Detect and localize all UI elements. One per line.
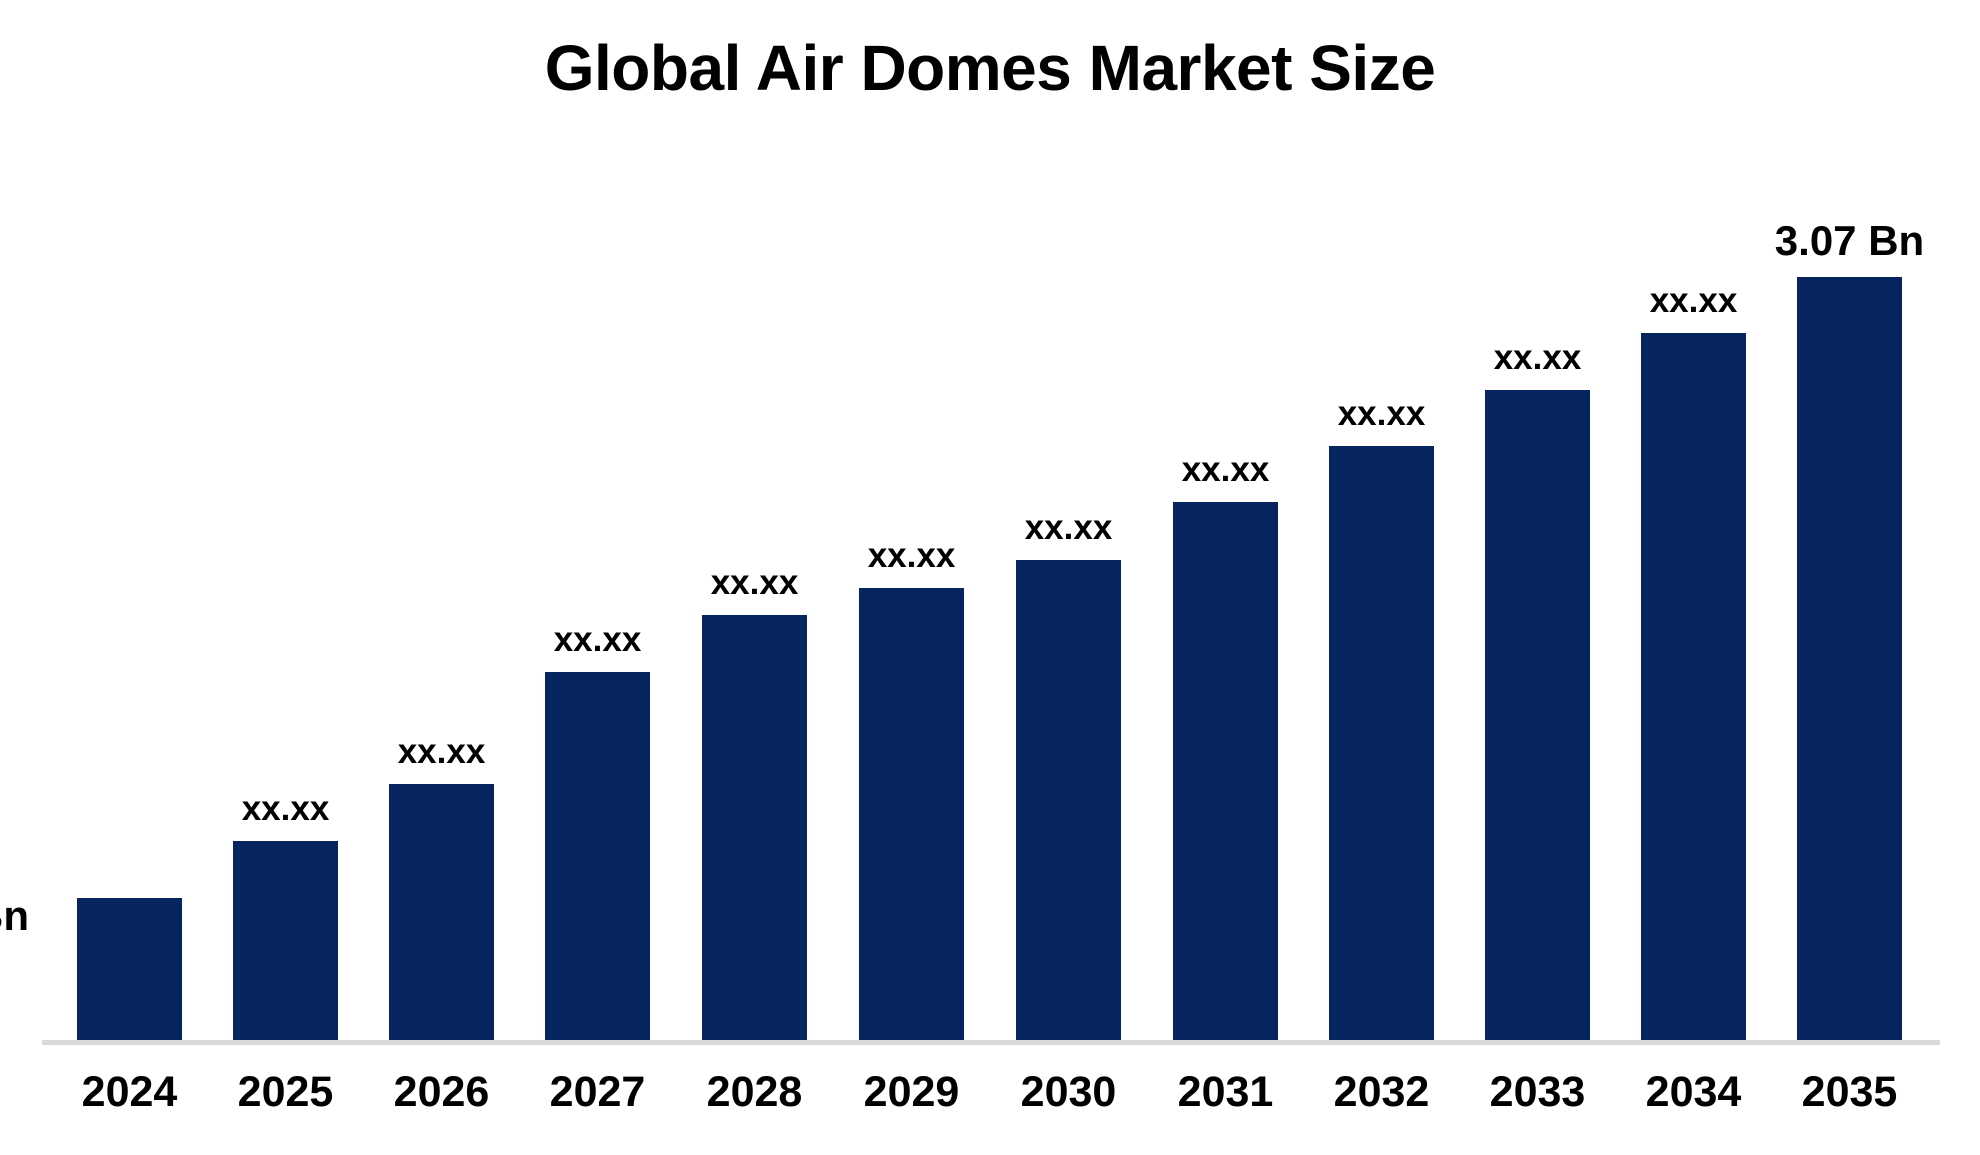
bar-value-label-2035: 3.07 Bn	[1774, 217, 1925, 264]
x-axis-label-2030: 2030	[1020, 1068, 1117, 1116]
x-axis-line	[42, 1040, 1940, 1045]
bar-2025[interactable]	[233, 841, 338, 1040]
bar-value-label-2026: xx.xx	[397, 732, 486, 771]
x-axis-label-2029: 2029	[863, 1068, 960, 1116]
bar-2024[interactable]	[77, 898, 182, 1040]
bar-value-label-2031: xx.xx	[1181, 450, 1270, 489]
bar-value-label-2024: 1.29 Bn	[0, 892, 29, 939]
bar-value-label-2030: xx.xx	[1024, 508, 1113, 547]
x-axis-label-2031: 2031	[1177, 1068, 1274, 1116]
bar-value-label-2025: xx.xx	[241, 789, 330, 828]
bar-value-label-2027: xx.xx	[553, 620, 642, 659]
x-axis-label-2026: 2026	[393, 1068, 490, 1116]
bar-2028[interactable]	[702, 615, 807, 1040]
page-title: Global Air Domes Market Size	[544, 32, 1436, 104]
bar-2030[interactable]	[1016, 560, 1121, 1040]
bar-value-label-2034: xx.xx	[1649, 281, 1738, 320]
bar-2035[interactable]	[1797, 277, 1902, 1040]
x-axis-label-2028: 2028	[706, 1068, 803, 1116]
x-axis-label-2032: 2032	[1333, 1068, 1430, 1116]
bar-value-label-2028: xx.xx	[710, 563, 799, 602]
bar-2031[interactable]	[1173, 502, 1278, 1040]
bar-2033[interactable]	[1485, 390, 1590, 1040]
bar-2029[interactable]	[859, 588, 964, 1040]
x-axis-label-2034: 2034	[1645, 1068, 1742, 1116]
bar-value-label-2032: xx.xx	[1337, 394, 1426, 433]
x-axis-label-2033: 2033	[1489, 1068, 1586, 1116]
bar-value-label-2029: xx.xx	[867, 536, 956, 575]
x-axis-label-2025: 2025	[237, 1068, 334, 1116]
x-axis-label-2024: 2024	[81, 1068, 178, 1116]
bar-2026[interactable]	[389, 784, 494, 1040]
bar-value-label-2033: xx.xx	[1493, 338, 1582, 377]
bar-2034[interactable]	[1641, 333, 1746, 1040]
bar-2032[interactable]	[1329, 446, 1434, 1040]
bar-2027[interactable]	[545, 672, 650, 1040]
x-axis-label-2035: 2035	[1801, 1068, 1898, 1116]
x-axis-label-2027: 2027	[549, 1068, 646, 1116]
